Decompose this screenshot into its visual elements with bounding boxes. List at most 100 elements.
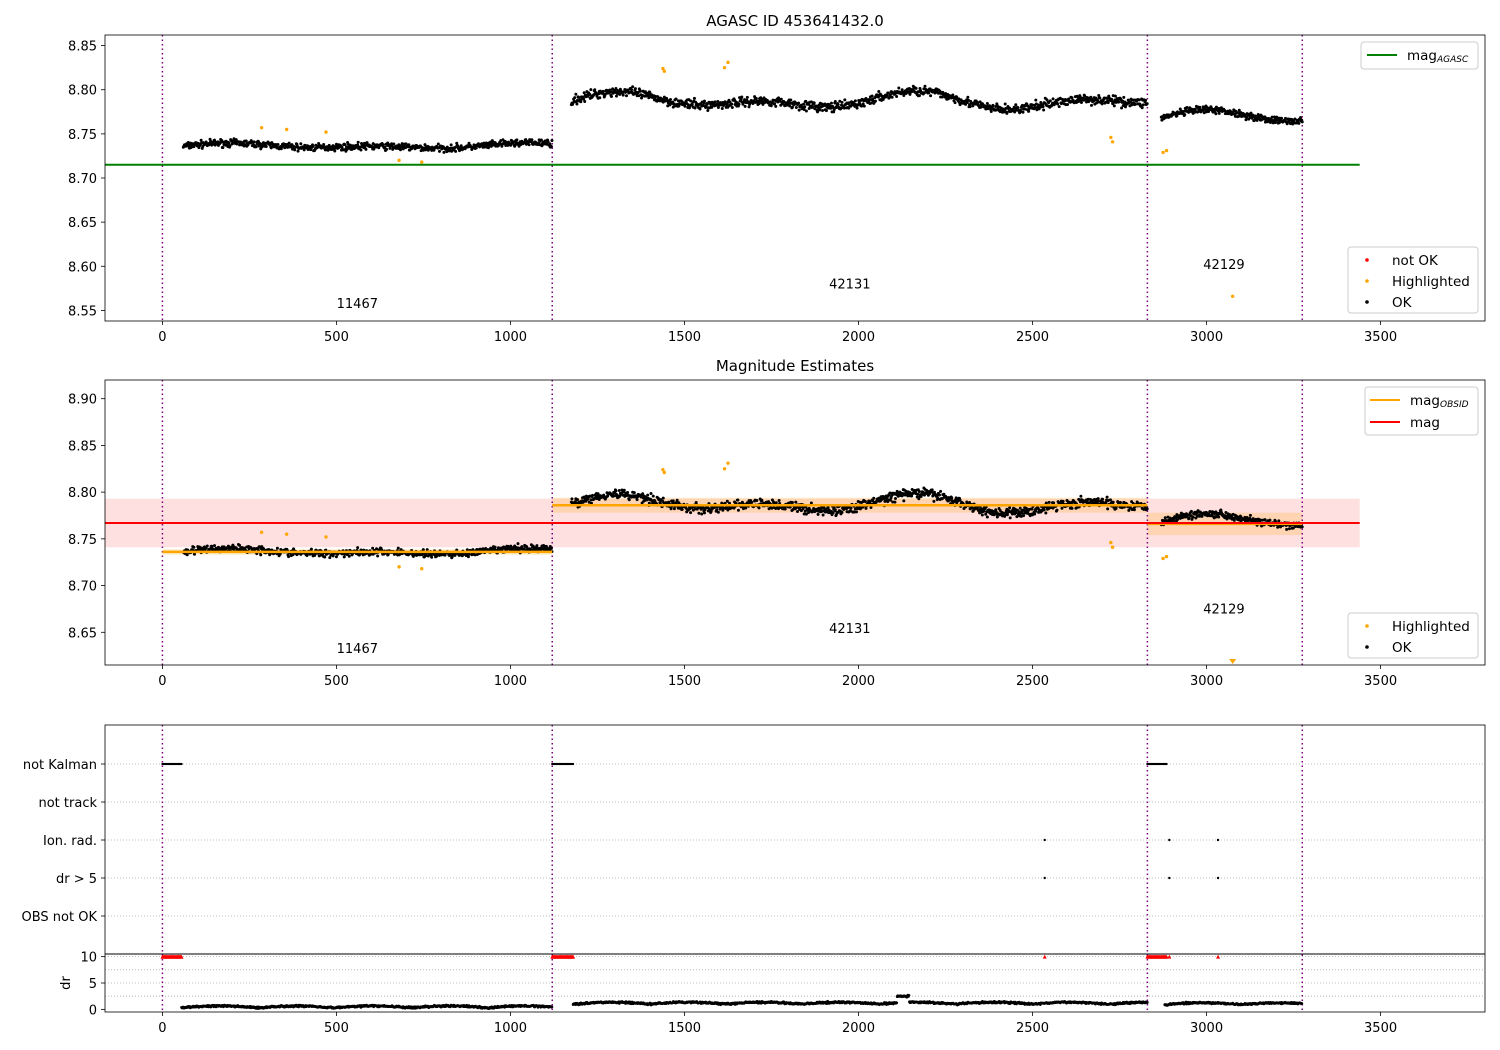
ok-data-point: [449, 143, 453, 147]
ok-data-point: [635, 498, 639, 502]
ok-data-point: [774, 501, 778, 505]
ok-data-point: [917, 94, 921, 98]
ok-data-point: [946, 97, 950, 101]
ok-data-point: [1144, 98, 1148, 102]
ok-data-point: [1101, 497, 1105, 501]
ok-data-point: [797, 108, 801, 112]
ok-data-point: [989, 109, 993, 113]
ok-data-point: [333, 149, 337, 153]
ok-data-point: [715, 508, 719, 512]
ok-data-point: [1100, 102, 1104, 106]
ok-data-point: [690, 103, 694, 107]
ok-data-point: [1051, 97, 1055, 101]
ok-data-point: [1014, 103, 1018, 107]
x-tick-label: 2500: [1016, 674, 1049, 689]
x-tick-label: 2500: [1016, 330, 1049, 345]
ok-data-point: [794, 500, 798, 504]
legend-label: mag: [1410, 393, 1440, 409]
ok-data-point: [1034, 98, 1038, 102]
y-tick-label: 8.70: [68, 580, 97, 595]
ok-data-point: [940, 95, 944, 99]
ok-data-point: [873, 99, 877, 103]
highlighted-data-point: [1164, 554, 1169, 559]
ok-data-point: [1106, 507, 1110, 511]
ok-data-point: [1021, 110, 1025, 114]
ok-data-point: [754, 96, 758, 100]
ok-data-point: [693, 106, 697, 110]
highlighted-data-point: [1161, 556, 1165, 561]
ok-data-point: [450, 149, 454, 153]
ok-data-point: [816, 512, 820, 516]
legend-marker: [1365, 258, 1369, 262]
ok-data-point: [1287, 527, 1291, 531]
ok-data-point: [1163, 516, 1167, 520]
ok-data-point: [953, 101, 957, 105]
ok-data-point: [356, 143, 360, 147]
ok-data-point: [794, 106, 798, 110]
highlighted-data-point: [662, 69, 667, 73]
ok-data-point: [1061, 499, 1065, 503]
ok-data-point: [824, 109, 828, 113]
ok-data-point: [803, 105, 807, 109]
highlighted-data-point: [259, 125, 264, 130]
ok-data-point: [833, 508, 837, 512]
ok-data-point: [401, 147, 405, 151]
ok-data-point: [890, 95, 894, 99]
x-tick-label: 1000: [494, 674, 527, 689]
ok-data-point: [1191, 515, 1195, 519]
ok-data-point: [299, 142, 303, 146]
ok-data-point: [1057, 105, 1061, 109]
ok-data-point: [966, 98, 970, 102]
ok-data-point: [287, 141, 291, 145]
ok-data-point: [647, 96, 651, 100]
ok-data-point: [864, 96, 868, 100]
ok-data-point: [951, 93, 955, 97]
ok-data-point: [365, 141, 369, 145]
highlighted-data-point: [722, 467, 727, 471]
highlighted-data-point: [324, 130, 328, 134]
x-tick-label: 3000: [1190, 330, 1223, 345]
ok-data-point: [342, 555, 346, 559]
ok-data-point: [264, 144, 268, 148]
ok-data-point: [437, 149, 441, 153]
x-tick-label: 3500: [1364, 674, 1397, 689]
ok-data-point: [669, 97, 673, 101]
ok-data-point: [1183, 113, 1187, 117]
legend-marker: [1365, 279, 1369, 283]
ok-data-point: [454, 149, 458, 153]
legend-marker: [1365, 624, 1369, 628]
ok-data-point: [897, 86, 901, 90]
ok-data-point: [1112, 104, 1116, 108]
ok-data-point: [570, 497, 574, 501]
ok-data-point: [1300, 120, 1304, 124]
ok-data-point: [1033, 512, 1037, 516]
ok-data-point: [930, 488, 934, 492]
highlighted-data-point: [662, 470, 667, 475]
ok-data-point: [1133, 102, 1137, 106]
panel-title: AGASC ID 453641432.0: [706, 12, 884, 30]
ok-data-point: [797, 101, 801, 105]
ok-data-point: [287, 555, 291, 559]
x-tick-label: 500: [324, 674, 349, 689]
ok-data-point: [1074, 101, 1078, 105]
ok-data-point: [939, 489, 943, 493]
ok-data-point: [501, 138, 505, 142]
x-tick-label: 0: [158, 674, 166, 689]
ok-data-point: [829, 101, 833, 105]
ok-data-point: [795, 509, 799, 513]
ok-data-point: [1089, 95, 1093, 99]
y-tick-label: 8.85: [68, 439, 97, 454]
highlighted-data-point: [1164, 148, 1169, 153]
ok-data-point: [950, 496, 954, 500]
ok-data-point: [512, 140, 516, 144]
ok-data-point: [1141, 103, 1145, 107]
ok-data-point: [221, 146, 225, 150]
ok-data-point: [1112, 100, 1116, 104]
highlighted-data-point: [1110, 140, 1115, 144]
ok-data-point: [1214, 112, 1218, 116]
ok-data-point: [1042, 108, 1046, 112]
ok-data-point: [843, 98, 847, 102]
ok-data-point: [840, 100, 844, 104]
highlighted-data-point: [1109, 540, 1113, 545]
ok-data-point: [1111, 500, 1115, 504]
